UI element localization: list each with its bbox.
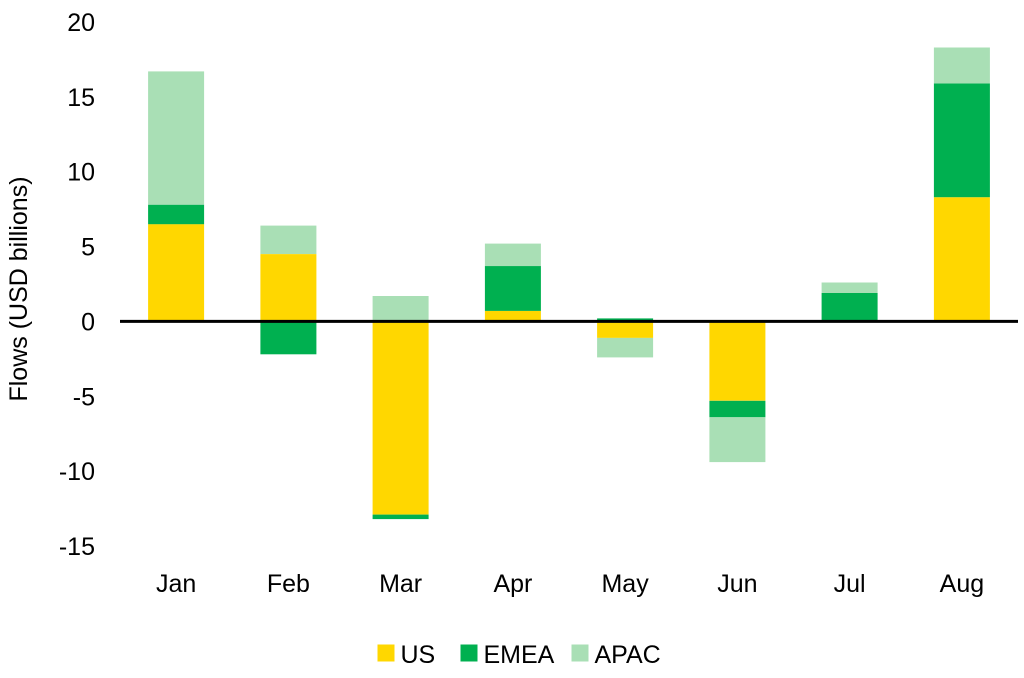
legend-label-apac: APAC (595, 641, 661, 669)
bar-jan-apac (148, 71, 205, 205)
bar-mar-us (372, 321, 429, 515)
bar-apr-emea (484, 266, 541, 311)
legend-label-us: US (401, 641, 436, 669)
bar-apr-us (484, 310, 541, 322)
y-tick-label: 5 (81, 234, 95, 262)
x-tick-label-may: May (601, 570, 649, 598)
bar-jun-apac (709, 417, 766, 463)
y-axis-label: Flows (USD billions) (5, 176, 33, 401)
bar-mar-apac (372, 296, 429, 322)
bar-aug-emea (933, 83, 990, 198)
bar-aug-apac (933, 47, 990, 84)
y-tick-label: 0 (81, 308, 95, 336)
bar-may-apac (597, 337, 654, 358)
bar-jan-us (148, 224, 205, 322)
bar-jul-apac (821, 282, 878, 293)
bar-feb-emea (260, 321, 317, 355)
x-tick-label-apr: Apr (493, 570, 532, 598)
bar-jun-emea (709, 400, 766, 418)
bar-feb-us (260, 254, 317, 322)
bars-layer (148, 47, 990, 520)
x-tick-labels: Jan Feb Mar Apr May Jun Jul Aug (156, 570, 984, 598)
bar-may-us (597, 321, 654, 338)
x-tick-label-aug: Aug (940, 570, 984, 598)
x-tick-label-jul: Jul (834, 570, 866, 598)
bar-jul-emea (821, 293, 878, 322)
y-tick-labels: 20 15 10 5 0 -5 -10 -15 (59, 9, 95, 561)
legend-swatch-emea (460, 644, 478, 662)
y-tick-label: 15 (67, 84, 95, 112)
legend-label-emea: EMEA (484, 641, 555, 669)
legend-swatch-us (377, 644, 395, 662)
x-tick-label-jan: Jan (156, 570, 196, 598)
bar-jan-emea (148, 204, 205, 225)
bar-may-emea (597, 318, 654, 322)
legend-swatch-apac (571, 644, 589, 662)
x-tick-label-jun: Jun (717, 570, 757, 598)
x-tick-label-mar: Mar (379, 570, 422, 598)
legend: US EMEA APAC (377, 641, 661, 669)
bar-jun-us (709, 321, 766, 401)
bar-feb-apac (260, 225, 317, 254)
bar-apr-apac (484, 243, 541, 267)
y-tick-label: 20 (67, 9, 95, 37)
y-tick-label: -10 (59, 458, 95, 486)
y-tick-label: 10 (67, 159, 95, 187)
y-tick-label: -5 (73, 383, 95, 411)
bar-aug-us (933, 197, 990, 322)
x-tick-label-feb: Feb (267, 570, 310, 598)
y-tick-label: -15 (59, 533, 95, 561)
bar-mar-emea (372, 514, 429, 520)
